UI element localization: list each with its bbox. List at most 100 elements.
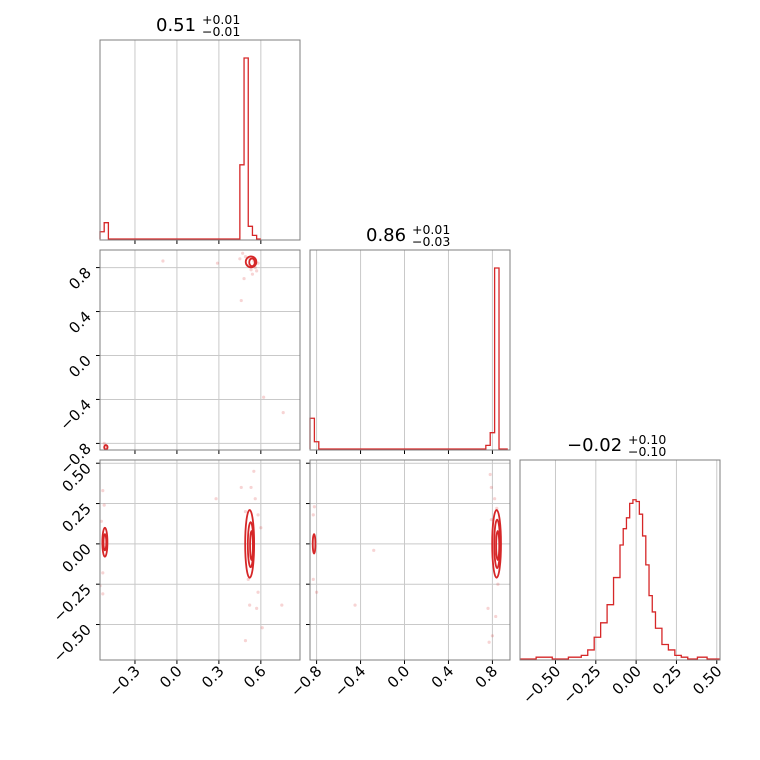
panel-2-2: −0.50−0.25 0.00 0.25 0.50 bbox=[519, 459, 726, 707]
sample-point bbox=[246, 577, 250, 581]
histogram-step bbox=[309, 267, 508, 450]
panel-content bbox=[100, 469, 284, 643]
panel-0-0 bbox=[99, 39, 301, 244]
y-tick-label: 0.4 bbox=[65, 308, 95, 338]
histogram-step bbox=[99, 57, 261, 240]
panel-frame bbox=[309, 459, 511, 661]
sample-point bbox=[260, 626, 264, 630]
sample-point bbox=[255, 606, 259, 610]
density-contour bbox=[493, 518, 501, 569]
sample-point bbox=[100, 519, 103, 523]
panel-frame bbox=[99, 249, 301, 451]
sample-point bbox=[250, 272, 255, 276]
sample-point bbox=[372, 548, 376, 552]
x-tick-label: 0.25 bbox=[649, 662, 685, 698]
panel-2-1: −0.8 −0.4 0.0 0.4 0.8 bbox=[287, 459, 511, 701]
sample-point bbox=[256, 513, 260, 517]
title-value: −0.02 bbox=[567, 435, 622, 456]
density-contour bbox=[244, 509, 256, 579]
sample-point bbox=[243, 639, 248, 643]
sample-point bbox=[255, 269, 259, 273]
title-lower-error: −0.01 bbox=[202, 24, 240, 39]
sample-point bbox=[253, 497, 257, 501]
sample-point bbox=[314, 590, 319, 594]
sample-point bbox=[311, 513, 315, 517]
title-lower-error: −0.10 bbox=[628, 444, 666, 459]
panel-frame bbox=[519, 459, 721, 661]
x-tick-label: −0.4 bbox=[331, 662, 369, 700]
y-tick-label: −0.50 bbox=[50, 621, 95, 666]
sample-point bbox=[248, 603, 252, 607]
sample-point bbox=[241, 251, 245, 255]
title-upper-error: +0.01 bbox=[412, 222, 450, 237]
sample-point bbox=[280, 603, 284, 607]
x-tick-label: −0.25 bbox=[559, 662, 604, 707]
sample-point bbox=[101, 571, 105, 575]
sample-point bbox=[494, 614, 498, 619]
sample-point bbox=[493, 497, 497, 501]
sample-point bbox=[487, 640, 491, 644]
sample-point bbox=[215, 261, 220, 265]
panel-frame bbox=[99, 39, 301, 241]
sample-point bbox=[495, 506, 499, 510]
panel-frame bbox=[99, 459, 301, 661]
sample-point bbox=[249, 485, 253, 490]
title-upper-error: +0.01 bbox=[202, 12, 240, 27]
title-value: 0.86 bbox=[366, 225, 406, 246]
sample-point bbox=[311, 577, 315, 581]
sample-point bbox=[238, 257, 242, 261]
y-tick-label: 0.8 bbox=[65, 264, 95, 294]
panel-2-0: −0.3 0.0 0.3 0.6−0.50−0.250.000.250.50 bbox=[50, 459, 301, 701]
panel-content bbox=[102, 251, 285, 450]
y-tick-label: 0.0 bbox=[65, 352, 95, 382]
density-contour-secondary bbox=[101, 526, 109, 558]
density-contour bbox=[244, 255, 258, 269]
sample-point bbox=[102, 503, 106, 507]
sample-point bbox=[239, 298, 243, 303]
title-value: 0.51 bbox=[156, 15, 196, 36]
sample-point bbox=[259, 526, 263, 530]
sample-point bbox=[101, 489, 105, 493]
x-tick-label: 0.6 bbox=[240, 662, 270, 692]
title-param-1: 0.86 +0.01 −0.03 bbox=[366, 222, 450, 249]
sample-point bbox=[252, 469, 256, 473]
panel-frame bbox=[309, 249, 511, 451]
x-tick-label: 0.0 bbox=[384, 662, 414, 692]
x-tick-label: −0.50 bbox=[519, 662, 564, 707]
sample-point bbox=[353, 603, 357, 607]
title-param-2: −0.02 +0.10 −0.10 bbox=[567, 432, 666, 459]
y-tick-label: −0.25 bbox=[50, 580, 95, 625]
x-tick-label: 0.4 bbox=[428, 662, 458, 692]
sample-point bbox=[242, 276, 246, 281]
y-tick-label: 0.25 bbox=[58, 500, 94, 536]
x-tick-label: 0.3 bbox=[198, 662, 228, 692]
histogram-step bbox=[520, 499, 720, 660]
sample-point bbox=[262, 395, 266, 399]
title-lower-error: −0.03 bbox=[412, 234, 450, 249]
density-contour-secondary bbox=[311, 533, 317, 555]
density-contour-secondary bbox=[103, 444, 109, 450]
sample-point bbox=[489, 485, 493, 490]
y-tick-label: 0.00 bbox=[58, 540, 94, 576]
title-upper-error: +0.10 bbox=[628, 432, 666, 447]
y-tick-label: −0.4 bbox=[56, 396, 94, 434]
sample-point bbox=[102, 441, 106, 446]
sample-point bbox=[243, 254, 248, 259]
sample-point bbox=[486, 606, 490, 610]
x-tick-label: 0.00 bbox=[609, 662, 645, 698]
panel-1-0: −0.8−0.40.00.40.8 bbox=[56, 249, 301, 478]
density-contour bbox=[248, 257, 256, 268]
sample-point bbox=[488, 472, 492, 477]
sample-point bbox=[214, 497, 218, 501]
sample-point bbox=[249, 268, 253, 272]
sample-point bbox=[161, 259, 165, 263]
panel-content bbox=[311, 472, 502, 644]
panels: −0.50−0.25 0.00 0.25 0.50−0.8−0.40.00.40.8−… bbox=[50, 39, 726, 707]
sample-point bbox=[239, 485, 243, 490]
sample-point bbox=[101, 592, 105, 596]
title-param-0: 0.51 +0.01 −0.01 bbox=[156, 12, 240, 39]
density-contour-secondary bbox=[102, 533, 108, 552]
x-tick-label: −0.3 bbox=[105, 662, 143, 700]
sample-point bbox=[490, 634, 495, 638]
